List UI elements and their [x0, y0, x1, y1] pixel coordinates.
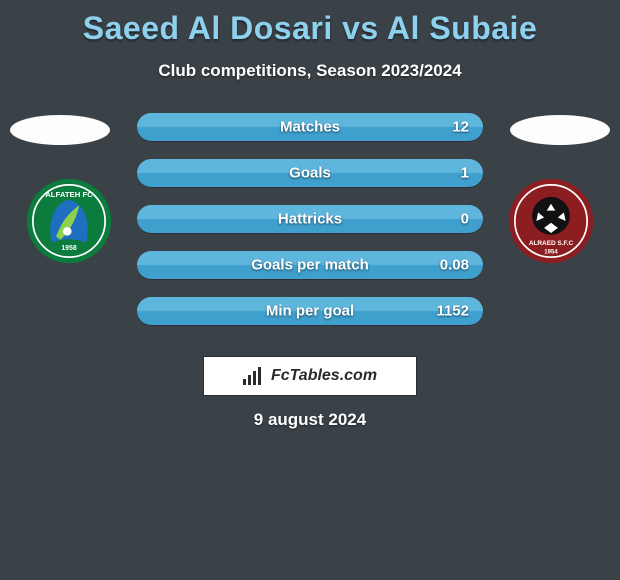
stat-value: 0.08: [440, 257, 469, 274]
player-left-placeholder: [10, 115, 110, 145]
stat-bar: Goals per match 0.08: [137, 251, 483, 279]
stat-label: Hattricks: [278, 211, 342, 228]
club-badge-left: ALFATEH FC 1958: [26, 178, 112, 264]
brand-box: FcTables.com: [203, 356, 417, 396]
subtitle: Club competitions, Season 2023/2024: [0, 61, 620, 81]
stat-bar: Matches 12: [137, 113, 483, 141]
stat-value: 12: [452, 119, 469, 136]
date-text: 9 august 2024: [0, 410, 620, 430]
stat-value: 1152: [436, 303, 469, 320]
svg-text:1954: 1954: [544, 250, 558, 256]
stat-bar: Hattricks 0: [137, 205, 483, 233]
stat-label: Matches: [280, 119, 340, 136]
chart-bars-icon: [243, 367, 265, 385]
stat-bar: Goals 1: [137, 159, 483, 187]
page-title: Saeed Al Dosari vs Al Subaie: [0, 0, 620, 47]
stat-bar: Min per goal 1152: [137, 297, 483, 325]
stat-label: Min per goal: [266, 303, 354, 320]
stat-value: 1: [461, 165, 469, 182]
comparison-content: ALFATEH FC 1958 ALRAED S.F.C 1954 Matche…: [0, 113, 620, 343]
club-badge-right: ALRAED S.F.C 1954: [508, 178, 594, 264]
stat-bars: Matches 12 Goals 1 Hattricks 0 Goals per…: [137, 113, 483, 343]
svg-text:ALRAED S.F.C: ALRAED S.F.C: [529, 240, 574, 247]
svg-text:1958: 1958: [61, 245, 76, 252]
stat-label: Goals per match: [251, 257, 369, 274]
stat-label: Goals: [289, 165, 331, 182]
svg-text:ALFATEH FC: ALFATEH FC: [45, 190, 93, 199]
alfateh-badge-icon: ALFATEH FC 1958: [26, 178, 112, 264]
player-right-placeholder: [510, 115, 610, 145]
stat-value: 0: [461, 211, 469, 228]
alraed-badge-icon: ALRAED S.F.C 1954: [508, 178, 594, 264]
brand-text: FcTables.com: [271, 367, 377, 385]
